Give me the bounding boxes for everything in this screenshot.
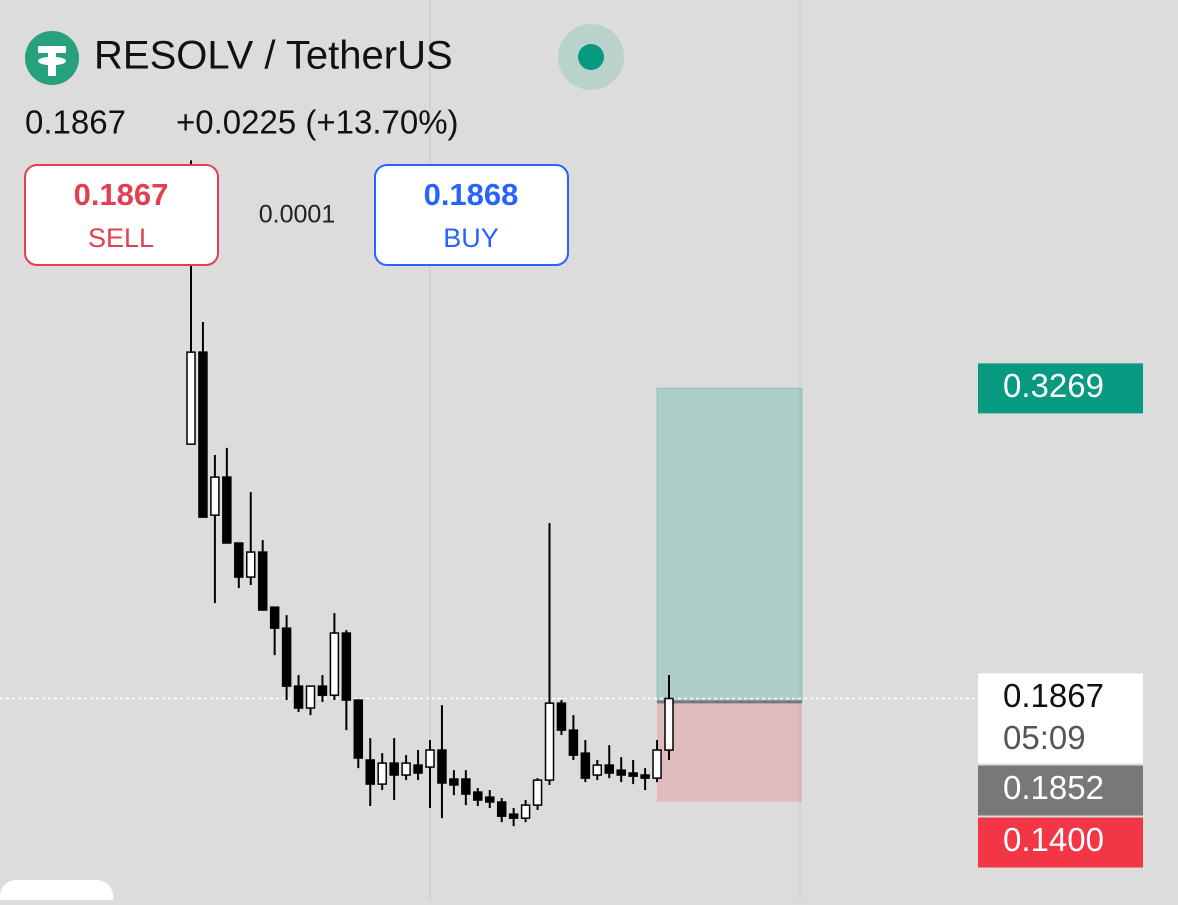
candle-body xyxy=(604,764,614,774)
candle-body xyxy=(401,762,411,776)
candle-body xyxy=(496,801,507,817)
candle-body xyxy=(485,796,495,803)
candle-body xyxy=(413,764,423,774)
candle-body xyxy=(365,759,375,785)
candle-body xyxy=(461,778,471,795)
candle-body xyxy=(640,774,650,779)
candle-body xyxy=(437,749,447,784)
spread: 0.0001 xyxy=(259,201,335,229)
stop-zone xyxy=(657,701,802,802)
candle-body xyxy=(568,729,579,756)
countdown: 05:09 xyxy=(1003,719,1086,756)
price-tag-label: 0.1867 xyxy=(1003,677,1104,714)
candle-body xyxy=(293,685,304,709)
price-tag-label: 0.1400 xyxy=(1003,821,1104,858)
buy-button[interactable] xyxy=(374,164,569,266)
candle-body xyxy=(329,632,340,696)
candle-body xyxy=(449,778,459,786)
corner-widget xyxy=(0,880,113,905)
price-tag xyxy=(978,765,1143,816)
price-tag-label: 0.3269 xyxy=(1003,367,1104,404)
price-tag xyxy=(978,817,1143,868)
candle-body xyxy=(186,351,196,445)
candle-body xyxy=(532,779,543,806)
sell-label: SELL xyxy=(88,223,154,253)
target-zone xyxy=(656,387,803,703)
buy-price: 0.1868 xyxy=(424,177,519,212)
candle-body xyxy=(234,542,244,578)
candle-body xyxy=(544,702,555,781)
symbol-title: RESOLV / TetherUS xyxy=(94,34,453,78)
price-tag xyxy=(978,363,1143,414)
logo-mark xyxy=(38,46,66,76)
candle-body xyxy=(652,749,662,779)
candle-body xyxy=(341,632,352,701)
candle-body xyxy=(389,762,399,776)
sell-button[interactable] xyxy=(24,164,219,266)
candle-body xyxy=(222,476,232,544)
candle-body xyxy=(210,476,220,516)
candle-body xyxy=(473,791,483,801)
candle-body xyxy=(198,351,208,518)
candle-body xyxy=(257,551,268,611)
candle-body xyxy=(269,606,280,629)
price-tag-label: 0.1852 xyxy=(1003,769,1104,806)
candle-body xyxy=(520,804,531,819)
status-dot xyxy=(578,44,604,70)
candle-body xyxy=(616,769,626,776)
candle-body xyxy=(305,685,316,709)
candle-body xyxy=(377,762,387,785)
candle-body xyxy=(580,752,591,779)
last-price: 0.1867 xyxy=(25,104,126,141)
candle-body xyxy=(664,697,674,751)
sell-price: 0.1867 xyxy=(74,177,169,212)
candle-body xyxy=(353,699,364,759)
candle-body xyxy=(556,702,567,731)
candle-body xyxy=(317,685,328,696)
candle-body xyxy=(281,627,292,687)
price-tag xyxy=(978,673,1143,764)
candle-body xyxy=(425,749,435,768)
candle-body xyxy=(508,813,519,819)
buy-label: BUY xyxy=(443,223,499,253)
price-change: +0.0225 (+13.70%) xyxy=(176,104,459,141)
candle-body xyxy=(592,764,603,776)
candle-body xyxy=(628,772,638,777)
candle-body xyxy=(246,551,256,578)
